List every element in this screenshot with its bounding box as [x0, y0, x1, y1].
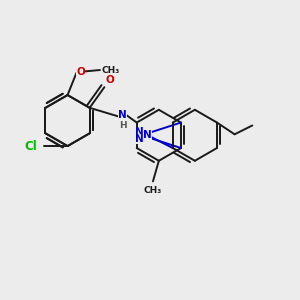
Text: N: N: [143, 130, 152, 140]
Text: H: H: [119, 121, 126, 130]
Text: O: O: [106, 75, 115, 85]
Text: CH₃: CH₃: [144, 186, 162, 195]
Text: N: N: [134, 134, 143, 144]
Text: Cl: Cl: [24, 140, 37, 153]
Text: N: N: [118, 110, 127, 120]
Text: O: O: [76, 67, 85, 76]
Text: N: N: [134, 127, 143, 137]
Text: CH₃: CH₃: [101, 65, 119, 74]
